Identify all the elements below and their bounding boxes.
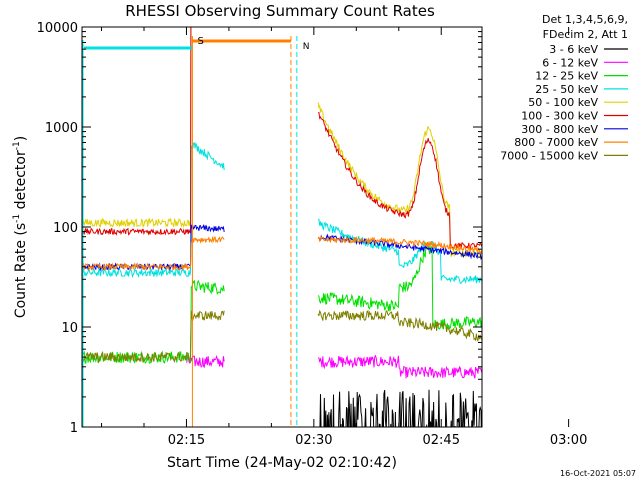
- x-axis-label: Start Time (24-May-02 02:10:42): [167, 455, 397, 471]
- chart-title: RHESSI Observing Summary Count Rates: [125, 2, 435, 20]
- y-tick-label: 1: [70, 421, 78, 436]
- series-line: [319, 389, 482, 427]
- x-tick-label: 02:15: [168, 433, 205, 448]
- x-tick-label: 02:45: [423, 433, 460, 448]
- legend-header-line-1: Det 1,3,4,5,6,9,: [542, 13, 628, 26]
- legend-label: 3 - 6 keV: [549, 43, 598, 56]
- saa-marker-label: S: [197, 36, 203, 47]
- night-marker-label: N: [303, 42, 310, 52]
- legend-label: 6 - 12 keV: [542, 56, 598, 69]
- y-axis-label: Count Rate (s-1 detector-1): [12, 136, 29, 318]
- series-line: [82, 27, 482, 258]
- legend-label: 7000 - 15000 keV: [500, 149, 598, 162]
- x-tick-label: 02:30: [295, 433, 332, 448]
- legend-label: 100 - 300 keV: [521, 110, 598, 123]
- y-tick-label: 1000: [45, 121, 78, 136]
- plot-frame: [81, 26, 483, 428]
- series-line: [82, 309, 482, 364]
- x-tick-label: 03:00: [550, 433, 587, 448]
- legend-label: 800 - 7000 keV: [514, 136, 598, 149]
- y-tick-label: 10000: [37, 21, 78, 36]
- legend-label: 300 - 800 keV: [521, 123, 598, 136]
- footer-timestamp: 16-Oct-2021 05:07: [560, 469, 636, 478]
- legend-label: 25 - 50 keV: [535, 83, 598, 96]
- y-tick-label: 10: [61, 321, 78, 336]
- y-tick-label: 100: [53, 221, 78, 236]
- legend-header-line-2: FDecim 2, Att 1: [543, 28, 628, 41]
- series-line: [82, 27, 482, 250]
- series-line: [186, 354, 482, 379]
- series-layer: [82, 27, 482, 427]
- series-line: [82, 141, 482, 284]
- series-line: [82, 242, 482, 364]
- series-line: [82, 235, 482, 272]
- y-axis: 1 10 100 1000 10000: [37, 21, 482, 436]
- legend: Det 1,3,4,5,6,9, FDecim 2, Att 1 3 - 6 k…: [500, 13, 628, 162]
- legend-label: 12 - 25 keV: [535, 70, 598, 83]
- legend-label: 50 - 100 keV: [528, 96, 598, 109]
